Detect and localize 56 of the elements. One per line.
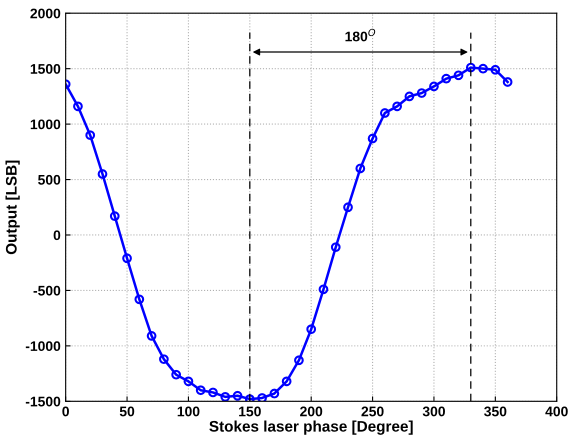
y-tick-label: 2000 [30,8,60,18]
point [343,202,353,212]
y-axis-title: Output [LSB] [5,160,20,254]
point [159,354,169,364]
point [171,370,182,380]
y-tick-label: -500 [34,286,60,296]
point [294,355,304,366]
y-tick-label: 500 [38,174,60,185]
point [134,294,144,304]
point [318,284,328,294]
x-tick-label: 200 [300,406,322,416]
x-tick-label: 300 [422,406,445,416]
point [232,390,242,401]
y-tick-label: 1500 [30,64,60,74]
x-axis-title: Stokes laser phase [Degree] [209,420,413,435]
point [380,108,390,118]
point [244,394,255,402]
point [98,169,108,179]
point [392,102,402,112]
point [146,331,156,341]
point [330,242,341,252]
x-tick-label: 350 [484,406,506,416]
x-tick-label: 150 [239,406,261,416]
point [257,393,267,402]
point [220,392,230,402]
point [429,82,439,92]
point [184,376,194,386]
x-tick-label: 50 [120,406,134,416]
point [282,376,292,386]
x-tick-label: 250 [361,406,384,416]
annotation: 180$^{O}$ [345,28,376,42]
point [490,64,500,75]
x-tick-label: 400 [545,406,568,416]
point [441,74,452,84]
y-tick-label: -1000 [26,341,60,352]
point [466,62,476,72]
point [85,130,96,140]
y-tick-label: 0 [54,230,60,240]
x-tick-label: 100 [178,406,200,416]
x-tick-label: 0 [62,406,69,416]
point [502,77,512,87]
point [196,385,206,396]
point [355,164,366,174]
point [122,253,132,264]
point [270,388,280,398]
point [416,88,427,98]
point [110,211,120,222]
y-tick-label: 1000 [30,119,60,130]
point [306,324,316,334]
point [368,134,378,144]
point [208,388,218,398]
point [454,70,464,80]
point [478,64,488,74]
point [404,92,414,102]
y-tick-label: -1500 [26,396,60,406]
point [73,102,83,112]
